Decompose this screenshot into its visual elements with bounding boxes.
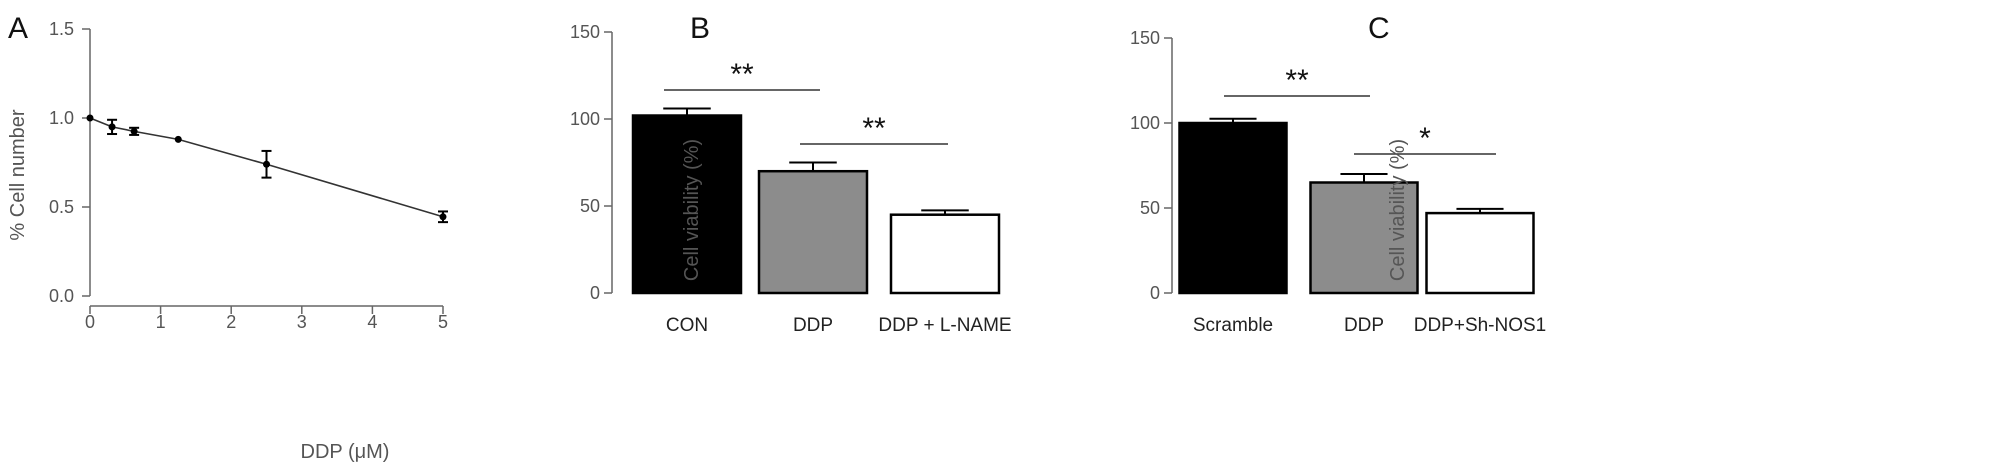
category-label: DDP <box>793 315 833 336</box>
significance-marker: ** <box>1285 64 1309 97</box>
x-tick-label: 1 <box>156 312 166 332</box>
panel-a-axes: 0.0 0.5 1.0 1.5 0 1 2 3 4 5 <box>49 19 448 332</box>
bar <box>1309 181 1419 295</box>
panel-c-y-axis-label: Cell viability (%) <box>1387 139 1409 281</box>
y-tick-label: 0 <box>1150 283 1160 303</box>
panel-b-y-axis-label: Cell viability (%) <box>681 139 703 281</box>
panel-b-axes: 0 50 100 150 <box>570 22 613 303</box>
significance-marker: ** <box>730 58 754 91</box>
y-tick-label: 1.5 <box>49 19 74 39</box>
panel-label-c: C <box>1368 12 1390 45</box>
x-tick-label: 0 <box>85 312 95 332</box>
y-tick-label: 100 <box>1130 113 1160 133</box>
category-label: CON <box>666 315 708 336</box>
category-label: DDP <box>1344 315 1384 336</box>
panel-a-y-axis-label: % Cell number <box>7 109 29 241</box>
data-point <box>439 213 447 221</box>
significance-marker: ** <box>862 112 886 145</box>
panel-label-a: A <box>8 12 28 45</box>
bar <box>631 114 743 295</box>
category-label: DDP + L-NAME <box>878 315 1011 336</box>
x-tick-label: 3 <box>297 312 307 332</box>
bar <box>889 213 1001 295</box>
data-point <box>174 135 182 143</box>
x-tick-label: 4 <box>367 312 377 332</box>
significance-marker: * <box>1419 122 1431 155</box>
category-label: DDP+Sh-NOS1 <box>1414 315 1547 336</box>
y-tick-label: 0 <box>590 283 600 303</box>
panel-a-x-axis-label: DDP (μM) <box>301 441 390 463</box>
panel-b: B 0 50 100 150 CON DDP DDP + L-NAME ** ** Cell … <box>570 12 1012 336</box>
x-tick-label: 2 <box>226 312 236 332</box>
panel-b-marks: CON DDP DDP + L-NAME ** ** <box>631 58 1012 336</box>
data-point <box>130 127 138 135</box>
y-tick-label: 150 <box>1130 28 1160 48</box>
y-tick-label: 150 <box>570 22 600 42</box>
data-line <box>89 117 444 218</box>
y-tick-label: 50 <box>1140 198 1160 218</box>
y-tick-label: 50 <box>580 196 600 216</box>
bar <box>1425 211 1535 295</box>
panel-c-axes: 0 50 100 150 <box>1130 28 1173 303</box>
data-point <box>86 114 94 122</box>
bar <box>1178 121 1288 295</box>
y-tick-label: 0.5 <box>49 197 74 217</box>
x-tick-label: 5 <box>438 312 448 332</box>
data-point <box>108 123 116 131</box>
category-label: Scramble <box>1193 315 1273 336</box>
panel-c-marks: Scramble DDP DDP+Sh-NOS1*** <box>1178 64 1547 336</box>
data-point <box>263 160 270 168</box>
bar <box>757 169 869 295</box>
panel-a: A 0.0 0.5 1.0 1.5 0 1 2 3 4 5 DDP (μM) % Cell num… <box>7 12 448 463</box>
y-tick-label: 100 <box>570 109 600 129</box>
panel-label-b: B <box>690 12 710 45</box>
y-tick-label: 1.0 <box>49 108 74 128</box>
panel-a-marks <box>86 114 448 224</box>
y-tick-label: 0.0 <box>49 286 74 306</box>
